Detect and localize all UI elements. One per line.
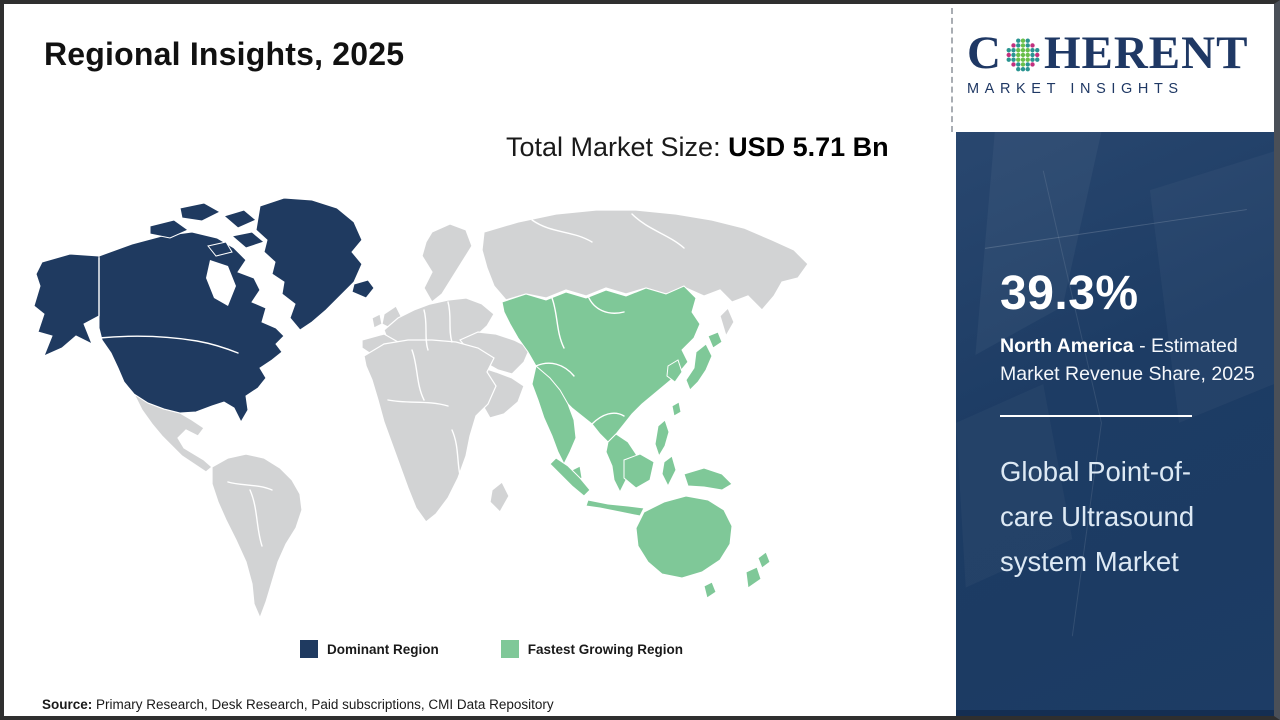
sidebar-content: 39.3% North America - Estimated Market R… <box>956 132 1274 584</box>
total-market-size-label: Total Market Size: <box>506 132 729 162</box>
source-text: Primary Research, Desk Research, Paid su… <box>92 697 554 712</box>
brand-tagline: MARKET INSIGHTS <box>967 81 1184 97</box>
dominant-region-label: Dominant Region <box>327 641 439 657</box>
stats-sidebar: 39.3% North America - Estimated Market R… <box>956 132 1274 716</box>
legend-item-fastest: Fastest Growing Region <box>500 640 684 658</box>
map-legend: Dominant Region Fastest Growing Region <box>300 640 683 658</box>
legend-item-dominant: Dominant Region <box>300 640 439 658</box>
page-title: Regional Insights, 2025 <box>44 36 405 72</box>
brand-wordmark: C HERENT <box>967 30 1267 77</box>
source-label: Source: <box>42 697 93 712</box>
sidebar-divider <box>1000 414 1192 417</box>
source-line: Source: Primary Research, Desk Research,… <box>42 697 554 712</box>
dominant-region-swatch <box>300 640 318 658</box>
fastest-growing-region-swatch <box>500 640 519 658</box>
share-value: 39.3% <box>1000 267 1139 320</box>
total-market-size: Total Market Size: USD 5.71 Bn <box>506 128 906 167</box>
share-description-rest: - Estimated Market Revenue Share, 2025 <box>1000 335 1255 386</box>
logo-letters-rest: HERENT <box>1043 27 1249 79</box>
market-name: Global Point-of-care Ultrasound system M… <box>1000 455 1195 577</box>
dashed-divider <box>951 8 953 132</box>
share-region: North America <box>1000 335 1134 357</box>
total-market-size-value: USD 5.71 Bn <box>728 132 889 162</box>
world-map <box>32 190 824 626</box>
logo-letter-c: C <box>967 27 1002 79</box>
world-map-svg <box>33 197 809 620</box>
globe-dots-icon <box>1004 35 1042 73</box>
brand-logo: C HERENT MARKET INSIGHTS <box>967 30 1267 98</box>
share-description: North America - Estimated Market Revenue… <box>1000 332 1264 389</box>
fastest-growing-region-label: Fastest Growing Region <box>527 641 684 657</box>
